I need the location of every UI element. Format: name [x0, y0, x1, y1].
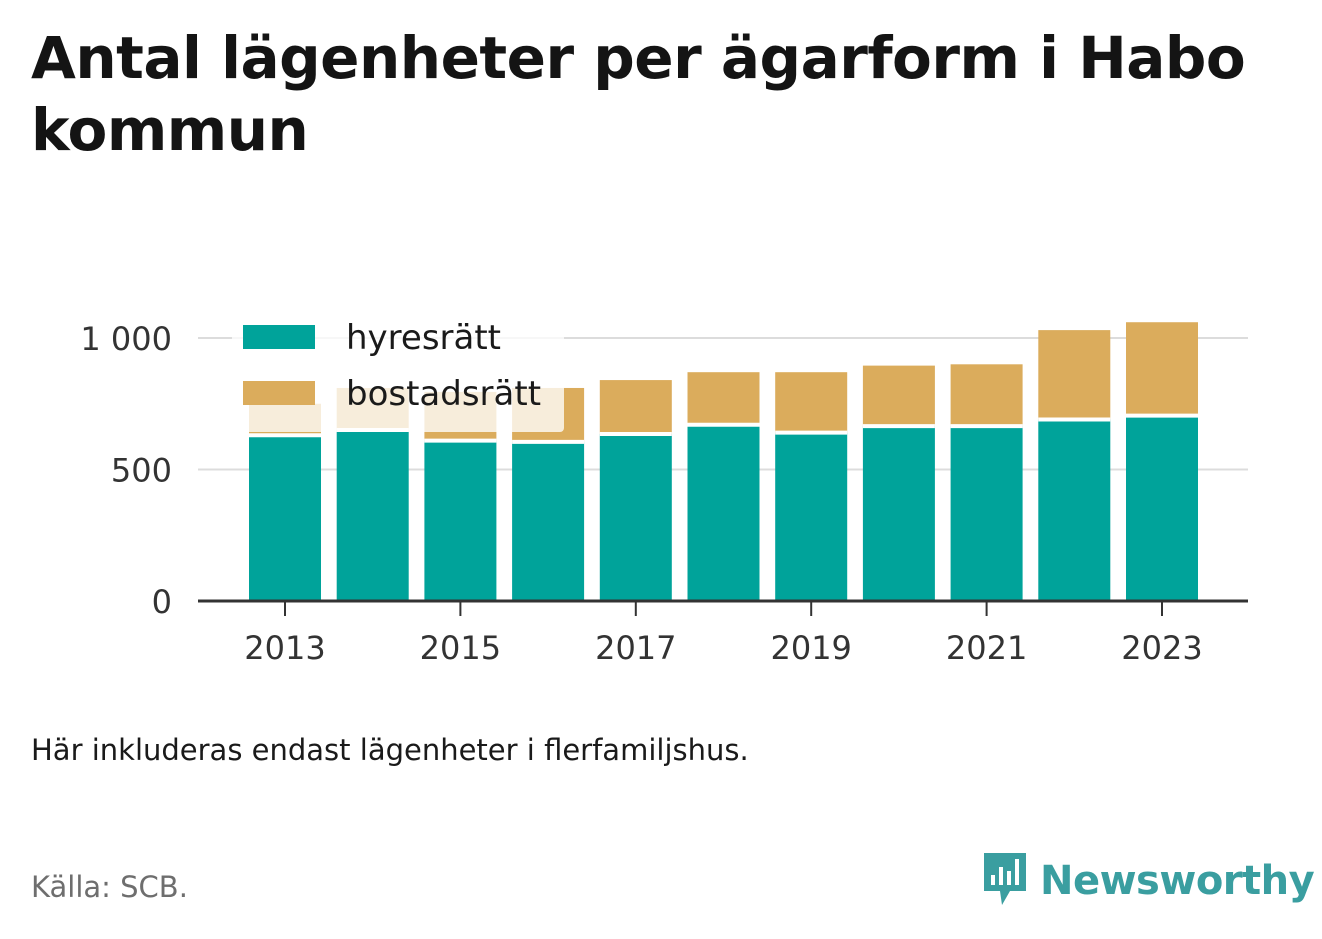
legend-label-bostadsrätt: bostadsrätt	[346, 374, 541, 414]
bar-bostadsrätt-2019	[775, 372, 848, 433]
x-axis: 2013 2015 2017 2019 2021 2023	[198, 599, 1248, 667]
chart-note: Här inkluderas endast lägenheter i flerf…	[31, 733, 749, 767]
bar-hyresrätt-2015	[424, 440, 497, 601]
newsworthy-logo-icon	[980, 849, 1030, 913]
bar-bostadsrätt-2023	[1126, 322, 1198, 416]
bar-hyresrätt-2017	[599, 433, 672, 601]
x-tick-label: 2013	[244, 629, 325, 667]
bar-hyresrätt-2019	[775, 432, 848, 601]
bar-hyresrätt-2014	[336, 430, 409, 601]
bar-hyresrätt-2023	[1126, 415, 1198, 601]
brand: Newsworthy	[980, 849, 1315, 913]
bar-hyresrätt-2016	[512, 441, 585, 601]
x-tick-label: 2017	[595, 629, 676, 667]
source-text: Källa: SCB.	[31, 870, 188, 904]
legend: hyresrätt bostadsrätt	[232, 312, 564, 432]
bar-bostadsrätt-2020	[862, 365, 935, 427]
bar-bostadsrätt-2022	[1038, 330, 1111, 420]
legend-swatch-hyresrätt	[243, 325, 315, 349]
bar-hyresrätt-2013	[249, 435, 321, 601]
bar-hyresrätt-2020	[862, 426, 935, 601]
y-axis-tick-labels: 0 500 1 000	[80, 320, 172, 621]
bar-bostadsrätt-2021	[950, 364, 1023, 427]
legend-swatch-bostadsrätt	[243, 381, 315, 405]
bar-hyresrätt-2022	[1038, 419, 1111, 601]
bar-hyresrätt-2021	[950, 426, 1023, 601]
y-tick-label: 0	[152, 583, 172, 621]
y-tick-label: 500	[111, 452, 172, 490]
x-tick-label: 2023	[1121, 629, 1202, 667]
bar-hyresrätt-2018	[687, 424, 760, 601]
x-tick-label: 2019	[770, 629, 851, 667]
x-tick-label: 2015	[420, 629, 501, 667]
chart-title: Antal lägenheter per ägarform i Habo kom…	[31, 24, 1246, 164]
x-tick-label: 2021	[946, 629, 1027, 667]
bar-bostadsrätt-2017	[599, 380, 672, 434]
y-tick-label: 1 000	[80, 320, 172, 358]
legend-label-hyresrätt: hyresrätt	[346, 318, 501, 358]
brand-name: Newsworthy	[1040, 858, 1315, 904]
bar-bostadsrätt-2018	[687, 372, 760, 425]
